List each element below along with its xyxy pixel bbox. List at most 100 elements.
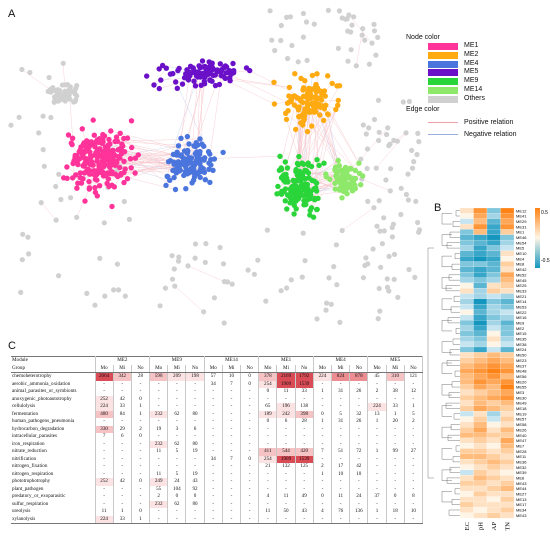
node-me5 [191,78,197,84]
node-others [378,264,384,270]
legend-label: ME1 [464,42,479,49]
node-others [97,255,103,261]
node-others [74,214,80,220]
table-cell: - [331,500,351,508]
node-me9 [284,165,291,171]
node-me2 [307,91,314,97]
table-cell: 224 [95,515,114,524]
legend-edge-label: Positive relation [464,119,514,126]
node-me5 [206,71,212,77]
node-me9 [290,177,296,184]
node-others [53,217,59,223]
node-others [416,227,423,233]
table-cell: - [95,440,114,448]
node-me1 [75,161,81,168]
heatmap-cell [486,459,501,465]
heatmap-cell [486,496,501,503]
node-me9 [314,206,320,213]
function-name: xylanolysis [11,515,96,524]
node-others [220,261,227,267]
table-cell: - [131,500,151,508]
table-cell: 1 [131,403,151,411]
edge [110,130,188,151]
node-me1 [82,198,88,204]
heatmap-row-label: ME5 [516,246,525,251]
heatmap-cell [459,368,474,374]
table-cell: - [185,403,205,411]
heatmap-cell [500,239,515,246]
node-me9 [275,183,281,190]
table-cell: - [167,395,187,403]
edge [187,265,225,282]
node-me9 [305,170,312,176]
node-me2 [295,107,302,113]
table-cell: - [386,470,405,478]
heatmap-cell [473,272,488,278]
node-me2 [302,107,308,113]
table-cell: - [349,425,369,433]
heatmap-cell [459,304,474,310]
node-others [19,66,25,73]
heatmap-cell [486,239,501,246]
heatmap-cell [500,400,515,407]
table-cell: - [404,470,424,478]
heatmap-cell [459,309,474,316]
scale-max-label: 0.5 [541,210,548,216]
node-others [413,198,419,204]
heatmap-cell [500,411,515,417]
node-me4 [186,141,192,147]
group-name: No [240,364,260,373]
node-me1 [132,170,138,176]
node-others [255,257,261,263]
node-others [299,274,305,280]
heatmap-cell [459,255,474,262]
table-cell: 92 [185,485,205,493]
heatmap-cell [459,362,474,369]
edge [197,67,201,146]
heatmap-cell [473,469,488,476]
heatmap-cell [500,368,515,374]
node-me2 [296,113,302,120]
legend-swatch [428,69,458,77]
node-others [348,29,354,35]
table-cell: 310 [386,372,405,381]
heatmap-row-label: ME21 [516,294,527,299]
table-cell: 824 [331,372,351,381]
table-cell: - [404,433,424,441]
group-name: No [185,364,205,373]
heatmap-cell [486,223,501,230]
node-me1 [70,175,76,181]
node-others [300,34,306,40]
node-me1 [124,176,131,182]
table-cell: - [258,395,278,403]
table-cell: - [204,433,223,441]
heatmap-cell [500,448,515,455]
group-name: No [295,364,314,373]
heatmap-cell [500,207,515,214]
node-layer [8,7,423,326]
heatmap-row-label: ME35 [516,337,527,342]
edge [181,75,205,157]
heatmap-cell [459,346,474,353]
table-cell: 19 [185,448,205,456]
function-name: animal_parasites_or_symbionts [11,388,96,396]
node-me1 [114,138,121,144]
heatmap-cell [459,443,474,449]
table-cell: 17 [331,463,351,471]
node-others [362,262,368,269]
heatmap-cell [486,368,501,374]
table-cell: - [367,433,387,441]
table-cell: - [276,515,296,524]
node-me2 [314,85,321,91]
table-cell: 10 [349,470,369,478]
table-cell: 136 [349,508,369,516]
node-others [416,139,422,145]
table-cell: - [222,485,242,493]
heatmap-cell [500,218,515,225]
group-name: Mo [258,364,278,373]
table-cell: - [349,403,369,411]
node-others [169,253,175,259]
heatmap-cell [459,501,474,508]
node-me1 [94,158,100,164]
heatmap-cell [473,266,488,273]
